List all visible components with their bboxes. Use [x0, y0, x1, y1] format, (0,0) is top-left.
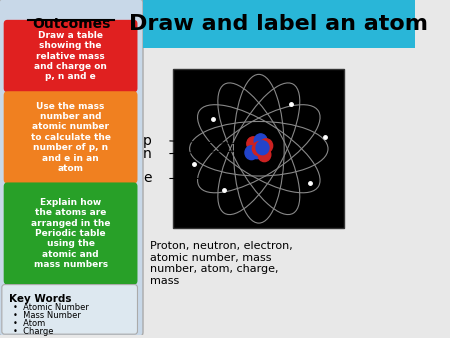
Text: Explain how
the atoms are
arranged in the
Periodic table
using the
atomic and
ma: Explain how the atoms are arranged in th…	[31, 198, 110, 269]
Text: Outcomes: Outcomes	[32, 17, 110, 31]
Circle shape	[254, 134, 267, 148]
Circle shape	[247, 137, 260, 151]
FancyBboxPatch shape	[4, 91, 138, 184]
Circle shape	[251, 145, 263, 159]
Text: Key Words: Key Words	[9, 293, 72, 304]
Circle shape	[256, 141, 269, 155]
FancyBboxPatch shape	[0, 0, 143, 336]
Circle shape	[258, 148, 271, 162]
Text: Use the mass
number and
atomic number
to calculate the
number of p, n
and e in a: Use the mass number and atomic number to…	[31, 102, 111, 173]
Text: n: n	[143, 147, 151, 161]
Text: •  Charge: • Charge	[13, 327, 54, 336]
Text: •  Mass Number: • Mass Number	[13, 311, 81, 320]
Circle shape	[245, 146, 258, 160]
Bar	[143, 0, 415, 48]
Text: •  Atom: • Atom	[13, 319, 45, 328]
Text: Draw and label an atom: Draw and label an atom	[129, 14, 428, 34]
Text: Proton, neutron, electron,
atomic number, mass
number, atom, charge,
mass: Proton, neutron, electron, atomic number…	[150, 241, 293, 286]
Bar	[173, 69, 344, 228]
Circle shape	[260, 139, 273, 153]
Text: p: p	[143, 134, 151, 148]
FancyBboxPatch shape	[4, 20, 138, 92]
Text: Draw a table
showing the
relative mass
and charge on
p, n and e: Draw a table showing the relative mass a…	[34, 31, 107, 81]
Circle shape	[252, 142, 265, 156]
FancyBboxPatch shape	[4, 183, 138, 285]
FancyBboxPatch shape	[2, 285, 138, 334]
Text: e: e	[143, 171, 151, 186]
Text: •  Atomic Number: • Atomic Number	[13, 304, 89, 312]
